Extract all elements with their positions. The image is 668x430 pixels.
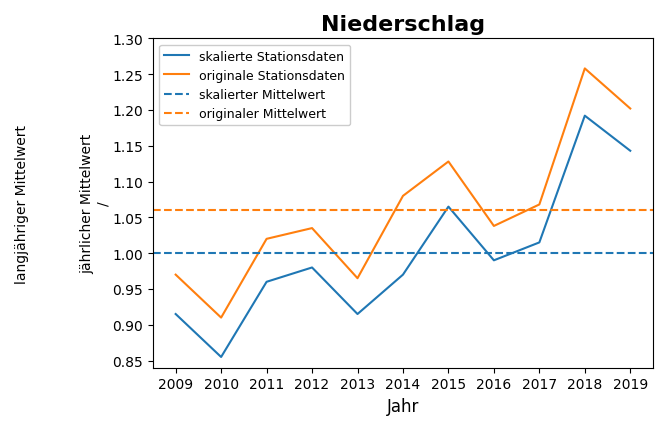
originale Stationsdaten xyxy=(399,194,407,199)
originale Stationsdaten xyxy=(263,237,271,242)
skalierte Stationsdaten xyxy=(490,258,498,263)
Text: jährlicher Mittelwert
/: jährlicher Mittelwert / xyxy=(80,134,110,273)
skalierte Stationsdaten xyxy=(399,273,407,278)
originale Stationsdaten xyxy=(580,67,589,72)
originale Stationsdaten xyxy=(172,273,180,278)
X-axis label: Jahr: Jahr xyxy=(387,397,419,415)
Line: skalierte Stationsdaten: skalierte Stationsdaten xyxy=(176,117,631,357)
Title: Niederschlag: Niederschlag xyxy=(321,15,485,35)
skalierte Stationsdaten xyxy=(172,312,180,317)
skalierte Stationsdaten xyxy=(263,280,271,285)
skalierte Stationsdaten xyxy=(627,149,635,154)
Line: originale Stationsdaten: originale Stationsdaten xyxy=(176,69,631,318)
skalierte Stationsdaten xyxy=(444,205,452,210)
originale Stationsdaten xyxy=(308,226,316,231)
originale Stationsdaten xyxy=(444,160,452,165)
originale Stationsdaten xyxy=(535,203,543,208)
Y-axis label: langjähriger Mittelwert: langjähriger Mittelwert xyxy=(15,124,29,283)
skalierte Stationsdaten xyxy=(353,312,361,317)
skalierte Stationsdaten xyxy=(217,355,225,360)
skalierte Stationsdaten xyxy=(308,265,316,270)
originale Stationsdaten xyxy=(490,224,498,229)
skalierte Stationsdaten xyxy=(535,240,543,246)
Legend: skalierte Stationsdaten, originale Stationsdaten, skalierter Mittelwert, origina: skalierte Stationsdaten, originale Stati… xyxy=(159,46,350,126)
originale Stationsdaten xyxy=(353,276,361,281)
originale Stationsdaten xyxy=(627,107,635,112)
skalierte Stationsdaten xyxy=(580,114,589,119)
originale Stationsdaten xyxy=(217,315,225,320)
